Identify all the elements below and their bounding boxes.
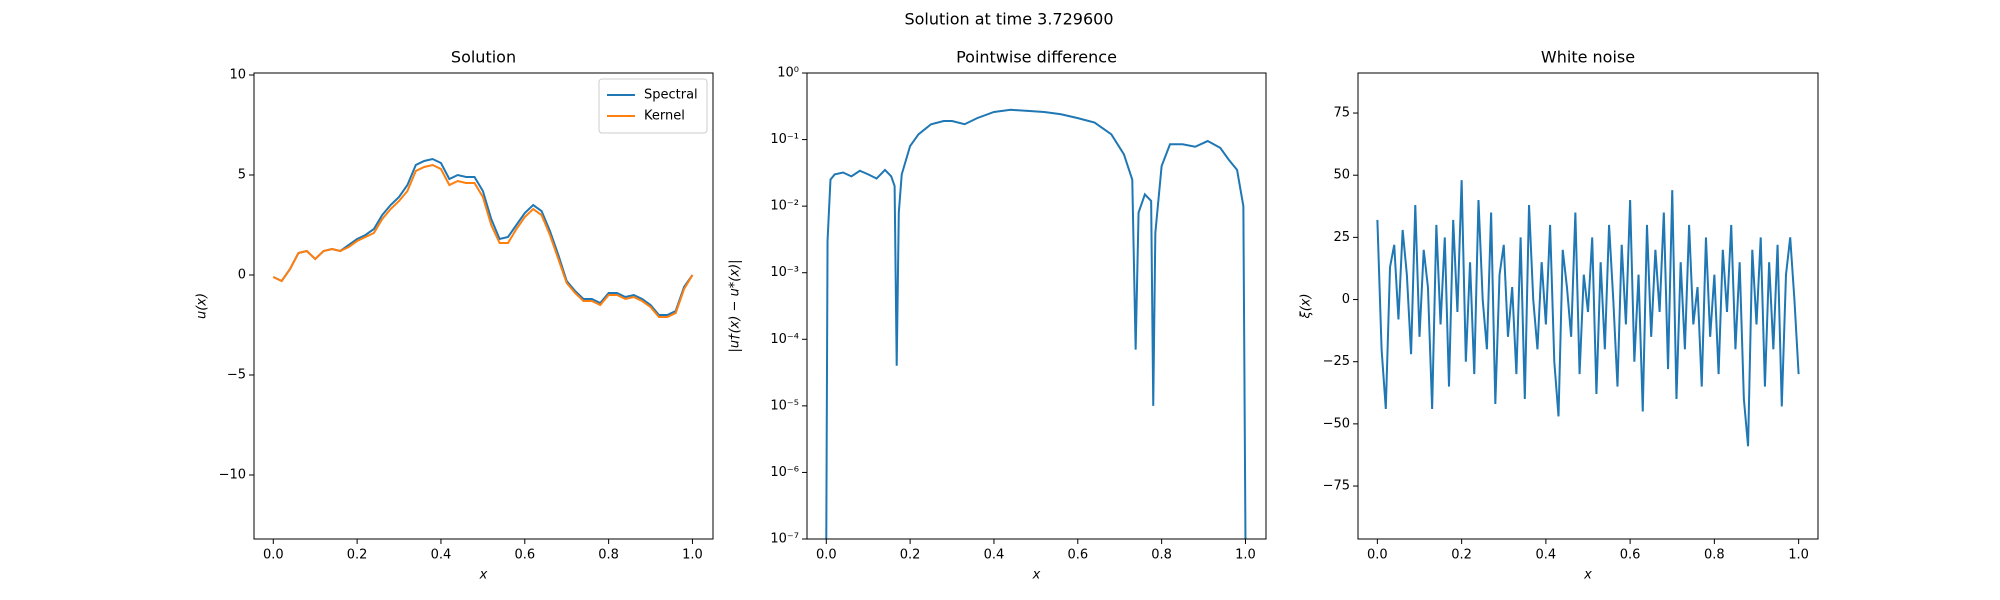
data-line <box>272 163 694 318</box>
y-tick-label: 10⁻⁷ <box>770 532 799 547</box>
y-tick-label: 0 <box>1342 292 1350 307</box>
y-tick-label: 10 <box>229 68 246 83</box>
axes-frame <box>1357 72 1819 540</box>
y-axis-label: ξ(x) <box>1299 293 1314 319</box>
data-line <box>272 157 694 316</box>
y-axis-label: u(x) <box>195 293 210 319</box>
x-tick-label: 0.6 <box>1067 548 1088 563</box>
axes-title: White noise <box>1541 48 1635 67</box>
y-tick-label: −50 <box>1323 416 1350 431</box>
x-tick-label: 0.8 <box>598 548 619 563</box>
x-tick-label: 1.0 <box>1235 548 1256 563</box>
axes-title: Pointwise difference <box>956 48 1117 67</box>
y-tick-label: 75 <box>1333 106 1350 121</box>
y-tick-label: 0 <box>238 268 246 283</box>
y-tick-label: 10⁻¹ <box>770 132 799 147</box>
y-tick-label: 10⁻² <box>770 199 799 214</box>
y-tick-label: 10⁻⁶ <box>770 465 799 480</box>
y-tick-label: 10⁻⁴ <box>770 332 799 347</box>
y-tick-label: 10⁰ <box>777 66 799 81</box>
x-tick-label: 0.6 <box>1620 548 1641 563</box>
x-tick-label: 0.4 <box>984 548 1005 563</box>
x-tick-label: 0.2 <box>1451 548 1472 563</box>
y-tick-label: 50 <box>1333 168 1350 183</box>
data-line <box>825 108 1247 539</box>
x-axis-label: x <box>1583 568 1592 583</box>
y-tick-label: 25 <box>1333 230 1350 245</box>
x-tick-label: 0.2 <box>347 548 368 563</box>
x-tick-label: 0.0 <box>816 548 837 563</box>
x-axis-label: x <box>479 568 488 583</box>
x-tick-label: 0.8 <box>1704 548 1725 563</box>
axes-title: Solution <box>451 48 516 67</box>
x-tick-label: 0.0 <box>1367 548 1388 563</box>
data-line <box>1376 180 1800 447</box>
y-tick-label: −5 <box>227 368 246 383</box>
axes-frame <box>806 72 1267 540</box>
x-tick-label: 1.0 <box>682 548 703 563</box>
x-tick-label: 0.6 <box>514 548 535 563</box>
x-tick-label: 0.8 <box>1151 548 1172 563</box>
x-tick-label: 0.4 <box>1536 548 1557 563</box>
x-tick-label: 0.0 <box>263 548 284 563</box>
x-axis-label: x <box>1032 568 1041 583</box>
y-tick-label: −75 <box>1323 479 1350 494</box>
y-tick-label: 10⁻⁵ <box>770 398 799 413</box>
x-tick-label: 0.2 <box>900 548 921 563</box>
y-tick-label: 5 <box>238 168 246 183</box>
legend-label: Spectral <box>644 88 698 103</box>
figure-title: Solution at time 3.729600 <box>904 10 1113 29</box>
legend-box <box>598 78 708 134</box>
y-tick-label: −25 <box>1323 354 1350 369</box>
axes-frame <box>253 72 714 540</box>
x-tick-label: 1.0 <box>1788 548 1809 563</box>
y-axis-label: |u†(x) − u*(x)| <box>728 259 743 352</box>
legend-label: Kernel <box>644 109 685 124</box>
y-tick-label: 10⁻³ <box>770 265 799 280</box>
y-tick-label: −10 <box>219 468 246 483</box>
x-tick-label: 0.4 <box>431 548 452 563</box>
